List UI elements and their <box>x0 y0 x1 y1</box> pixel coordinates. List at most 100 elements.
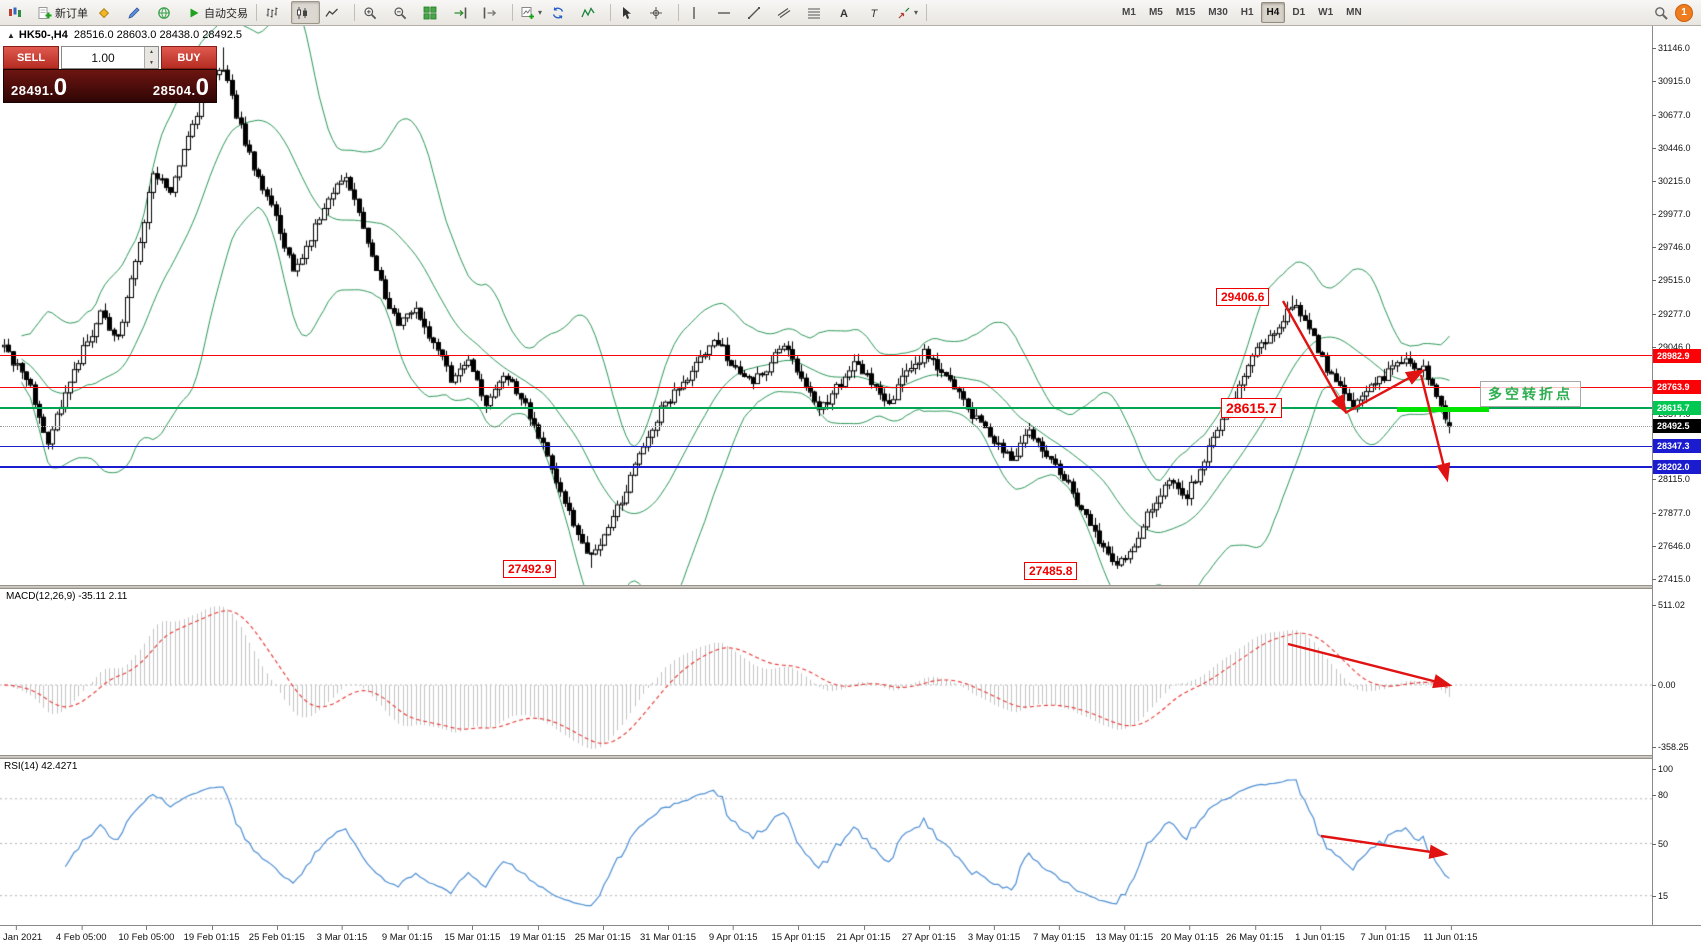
hline-icon <box>717 6 731 20</box>
timeframe-m5-button[interactable]: M5 <box>1148 7 1163 18</box>
indicator-tick-label: 50 <box>1651 839 1669 849</box>
timeframe-m1-button[interactable]: M1 <box>1122 7 1136 18</box>
timeframe-h4-button[interactable]: H4 <box>1260 2 1286 23</box>
price-tick-label: 29515.0 <box>1652 275 1691 286</box>
search-icon[interactable] <box>1654 6 1668 20</box>
buy-price-main: 28504. <box>152 83 196 98</box>
price-note-support[interactable]: 28615.7 <box>1221 398 1282 418</box>
timeframe-group: M1 M5 M15 M30 H1 H4 D1 W1 MN <box>1116 2 1368 23</box>
zoom-in-button[interactable] <box>359 1 388 24</box>
timeframe-m30-button[interactable]: M30 <box>1208 7 1228 18</box>
panel-separator[interactable] <box>0 755 1701 759</box>
notification-badge[interactable]: 1 <box>1675 3 1693 22</box>
sell-price-main: 28491. <box>11 83 54 98</box>
time-axis-label: 26 May 01:15 <box>1226 926 1284 943</box>
channel-button[interactable] <box>773 1 802 24</box>
volume-value[interactable]: 1.00 <box>91 50 115 65</box>
price-chart-canvas[interactable] <box>0 26 1701 925</box>
timeframe-m15-button[interactable]: M15 <box>1175 7 1196 18</box>
auto-scroll-button[interactable] <box>449 1 478 24</box>
time-axis-label: 19 Feb 01:15 <box>183 926 240 943</box>
one-click-trading-panel: SELL 1.00 ▲ ▼ BUY 28491.0 28504.0 <box>3 46 217 103</box>
community-icon[interactable] <box>153 1 182 24</box>
indicator-tick-label: -358.25 <box>1652 742 1689 752</box>
chart-shift-button[interactable] <box>479 1 508 24</box>
trendline-button[interactable] <box>743 1 772 24</box>
volume-up-button[interactable]: ▲ <box>145 47 158 58</box>
zoomout-icon <box>393 6 407 20</box>
vertical-line-button[interactable] <box>683 1 712 24</box>
price-tick-label: 28115.0 <box>1652 474 1690 485</box>
vline-icon <box>687 6 701 20</box>
new-chart-button[interactable]: ▾ <box>517 1 546 24</box>
fibonacci-button[interactable] <box>803 1 832 24</box>
resistance-line-28763[interactable] <box>0 386 1652 388</box>
price-note-low2[interactable]: 27485.8 <box>1024 562 1078 580</box>
panel-separator[interactable] <box>0 585 1701 589</box>
turning-point-note[interactable]: 多空转折点 <box>1480 381 1581 407</box>
horizontal-line-button[interactable] <box>713 1 742 24</box>
crosshair-icon <box>649 6 663 20</box>
toolbar-separator <box>610 4 612 21</box>
price-axis[interactable]: 31146.0 30915.0 30677.0 30446.0 30215.0 29977… <box>1651 26 1701 925</box>
bar-chart-button[interactable] <box>261 1 290 24</box>
timeframe-d1-button[interactable]: D1 <box>1292 7 1306 18</box>
support-highlight-segment[interactable] <box>1397 407 1489 412</box>
indicators-button[interactable] <box>577 1 606 24</box>
cursor-button[interactable] <box>615 1 644 24</box>
profiles-button[interactable] <box>547 1 576 24</box>
support-line-28202[interactable] <box>0 465 1652 468</box>
timeframe-h1-button[interactable]: H1 <box>1240 7 1254 18</box>
caret-down-icon: ▾ <box>914 8 919 17</box>
price-level-label: 28202.0 <box>1653 459 1701 474</box>
resistance-line-28982[interactable] <box>0 355 1652 357</box>
price-level-label: 28615.7 <box>1653 401 1701 416</box>
shift-icon <box>483 6 497 20</box>
data-window-icon[interactable] <box>123 1 152 24</box>
price-tick-label: 29977.0 <box>1652 209 1691 220</box>
current-price-line[interactable] <box>0 425 1652 427</box>
time-axis[interactable]: 29 Jan 2021 4 Feb 05:00 10 Feb 05:00 19 Feb… <box>0 925 1701 949</box>
text-button[interactable]: A <box>833 1 862 24</box>
buy-button[interactable]: BUY <box>161 46 217 69</box>
symbol-ohlc: 28516.0 28603.0 28438.0 28492.5 <box>73 29 243 41</box>
support-line-28347[interactable] <box>0 445 1652 447</box>
terminal-icon[interactable] <box>4 1 33 24</box>
arrows-button[interactable]: ▾ <box>893 1 922 24</box>
linechart-icon <box>325 6 339 20</box>
tile-windows-button[interactable] <box>419 1 448 24</box>
timeframe-w1-button[interactable]: W1 <box>1318 7 1334 18</box>
mql-editor-icon[interactable] <box>93 1 122 24</box>
volume-field[interactable]: 1.00 ▲ ▼ <box>61 46 159 69</box>
price-tick-label: 27877.0 <box>1652 508 1691 519</box>
price-note-peak[interactable]: 29406.6 <box>1216 288 1270 306</box>
volume-down-button[interactable]: ▼ <box>145 57 158 68</box>
autotrading-button[interactable]: 自动交易 <box>183 1 252 24</box>
timeframe-mn-button[interactable]: MN <box>1346 7 1362 18</box>
time-axis-label: 29 Jan 2021 <box>0 926 42 943</box>
newchart-icon <box>521 6 535 20</box>
price-tick-label: 29046.0 <box>1652 341 1691 352</box>
time-axis-label: 25 Feb 01:15 <box>248 926 305 943</box>
support-line-28615[interactable] <box>0 407 1652 410</box>
sell-price: 28491.0 <box>11 76 67 100</box>
text-label-button[interactable]: T <box>863 1 892 24</box>
zoom-out-button[interactable] <box>389 1 418 24</box>
globe-icon <box>157 6 171 20</box>
price-note-low1[interactable]: 27492.9 <box>503 560 557 578</box>
volume-spinner: ▲ ▼ <box>144 47 158 68</box>
cursor-icon <box>619 6 633 20</box>
new-order-button[interactable]: 新订单 <box>34 1 92 24</box>
sell-button[interactable]: SELL <box>3 46 59 69</box>
crosshair-button[interactable] <box>645 1 674 24</box>
app-icon <box>8 6 22 20</box>
diamond-icon <box>97 6 111 20</box>
line-chart-button[interactable] <box>321 1 350 24</box>
caret-down-icon: ▾ <box>538 8 543 17</box>
collapse-icon[interactable]: ▲ <box>7 31 15 40</box>
buy-price: 28504.0 <box>152 76 209 100</box>
candle-chart-button[interactable] <box>291 1 320 24</box>
bars-icon <box>265 6 279 20</box>
indicator-tick-label: 15 <box>1651 891 1669 901</box>
price-tick-label: 30915.0 <box>1652 75 1691 86</box>
